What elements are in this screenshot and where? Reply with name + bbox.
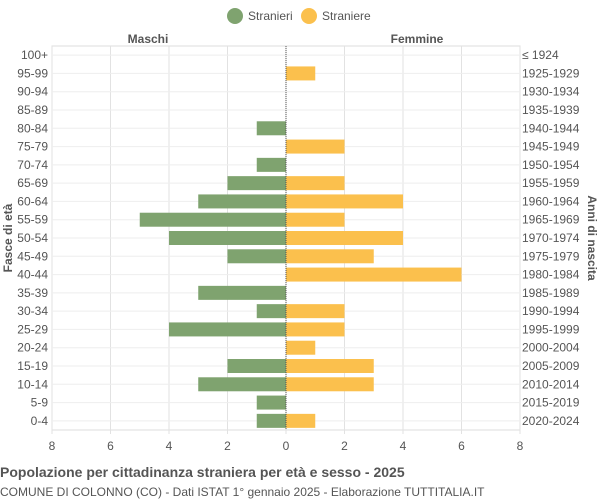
bar-straniere-25-29 [286, 322, 345, 337]
birth-year-label: 1955-1959 [522, 176, 580, 190]
bar-straniere-40-44 [286, 267, 462, 282]
bar-stranieri-25-29 [169, 322, 286, 337]
bar-straniere-55-59 [286, 212, 345, 227]
bar-stranieri-55-59 [139, 212, 286, 227]
age-group-label: 25-29 [17, 322, 48, 336]
bar-straniere-75-79 [286, 139, 345, 154]
bars-layer [139, 46, 462, 430]
birth-year-label: 1970-1974 [522, 231, 580, 245]
birth-year-label: 2015-2019 [522, 396, 580, 410]
bar-straniere-95-99 [286, 66, 316, 81]
bar-stranieri-35-39 [198, 285, 286, 300]
age-group-label: 35-39 [17, 286, 48, 300]
birth-year-label: 2005-2009 [522, 359, 580, 373]
bar-stranieri-70-74 [256, 157, 286, 172]
x-tick-label: 8 [49, 439, 56, 453]
age-group-label: 45-49 [17, 249, 48, 263]
bar-straniere-0-4 [286, 413, 316, 428]
birth-year-label: 1925-1929 [522, 66, 580, 80]
labels-layer: 8 6 4 2 0 2 4 6 8 100+ ≤ 1924 95-99 1925-1929 90-94 19… [17, 48, 579, 453]
right-axis-label: Anni di nascita [585, 195, 599, 281]
age-group-label: 80-84 [17, 121, 48, 135]
birth-year-label: 2000-2004 [522, 341, 580, 355]
bar-straniere-65-69 [286, 176, 345, 191]
bar-straniere-20-24 [286, 340, 316, 355]
bar-straniere-10-14 [286, 377, 374, 392]
x-tick-label: 2 [224, 439, 231, 453]
bar-stranieri-5-9 [256, 395, 286, 410]
age-group-label: 40-44 [17, 268, 48, 282]
bar-stranieri-15-19 [227, 359, 286, 373]
bar-stranieri-10-14 [198, 377, 286, 392]
birth-year-label: 1950-1954 [522, 158, 580, 172]
bar-stranieri-45-49 [227, 249, 286, 264]
age-group-label: 70-74 [17, 158, 48, 172]
x-tick-label: 6 [107, 439, 114, 453]
birth-year-label: 1975-1979 [522, 249, 580, 263]
legend-label-stranieri: Stranieri [248, 9, 293, 23]
bar-stranieri-65-69 [227, 176, 286, 191]
chart-subtitle: COMUNE DI COLONNO (CO) - Dati ISTAT 1° g… [0, 485, 485, 499]
left-header-maschi: Maschi [128, 32, 169, 46]
birth-year-label: 1985-1989 [522, 286, 580, 300]
legend-swatch-straniere [301, 8, 317, 24]
x-tick-label: 4 [166, 439, 173, 453]
age-group-label: 60-64 [17, 194, 48, 208]
age-group-label: 15-19 [17, 359, 48, 373]
birth-year-label: 1980-1984 [522, 268, 580, 282]
bar-straniere-15-19 [286, 359, 374, 373]
bar-straniere-50-54 [286, 231, 403, 245]
birth-year-label: 1940-1944 [522, 121, 580, 135]
bar-straniere-45-49 [286, 249, 374, 264]
birth-year-label: 1990-1994 [522, 304, 580, 318]
birth-year-label: 1930-1934 [522, 85, 580, 99]
birth-year-label: 1960-1964 [522, 194, 580, 208]
x-tick-label: 4 [400, 439, 407, 453]
left-axis-label: Fasce di età [1, 203, 15, 272]
birth-year-label: 1995-1999 [522, 322, 580, 336]
chart-title: Popolazione per cittadinanza straniera p… [0, 464, 405, 480]
right-header-femmine: Femmine [391, 32, 444, 46]
age-group-label: 95-99 [17, 66, 48, 80]
age-group-label: 10-14 [17, 377, 48, 391]
bar-stranieri-30-34 [256, 304, 286, 319]
age-group-label: 20-24 [17, 341, 48, 355]
bar-stranieri-80-84 [256, 121, 286, 136]
bar-straniere-30-34 [286, 304, 345, 319]
x-tick-label: 6 [458, 439, 465, 453]
age-group-label: 90-94 [17, 85, 48, 99]
birth-year-label: 2010-2014 [522, 377, 580, 391]
legend: Stranieri Straniere [227, 8, 371, 24]
legend-swatch-stranieri [227, 8, 243, 24]
x-tick-label: 8 [517, 439, 524, 453]
x-tick-label: 2 [341, 439, 348, 453]
age-group-label: 55-59 [17, 213, 48, 227]
bar-straniere-60-64 [286, 194, 403, 209]
age-group-label: 65-69 [17, 176, 48, 190]
bar-stranieri-0-4 [256, 413, 286, 428]
age-group-label: 50-54 [17, 231, 48, 245]
birth-year-label: 1945-1949 [522, 140, 580, 154]
bar-stranieri-50-54 [169, 231, 286, 245]
legend-label-straniere: Straniere [322, 9, 371, 23]
birth-year-label: ≤ 1924 [522, 48, 559, 62]
birth-year-label: 1935-1939 [522, 103, 580, 117]
age-group-label: 75-79 [17, 140, 48, 154]
birth-year-label: 2020-2024 [522, 414, 580, 428]
x-tick-label: 0 [283, 439, 290, 453]
birth-year-label: 1965-1969 [522, 213, 580, 227]
age-group-label: 85-89 [17, 103, 48, 117]
age-group-label: 5-9 [31, 396, 49, 410]
age-group-label: 0-4 [31, 414, 49, 428]
bar-stranieri-60-64 [198, 194, 286, 209]
age-group-label: 30-34 [17, 304, 48, 318]
age-group-label: 100+ [21, 48, 48, 62]
